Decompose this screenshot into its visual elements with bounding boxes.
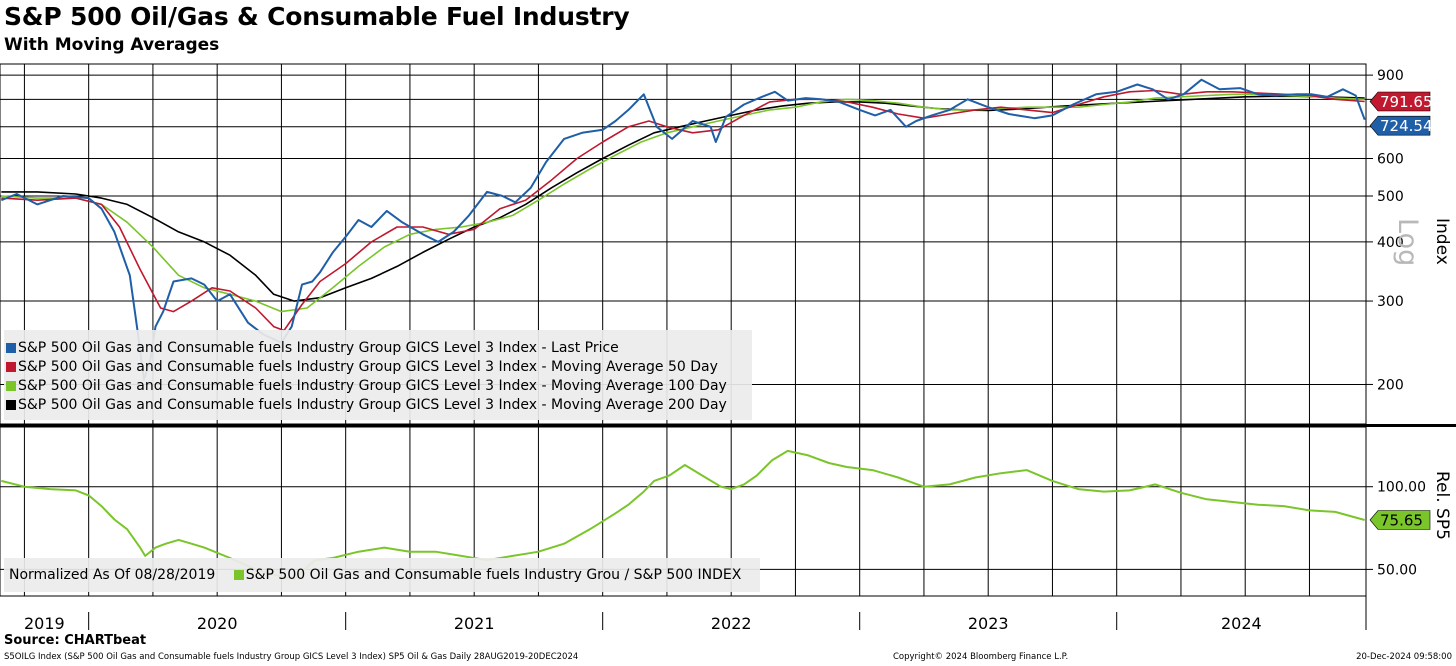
legend-label: S&P 500 Oil Gas and Consumable fuels Ind…	[18, 340, 619, 356]
value-tag-price: 724.54	[1369, 115, 1433, 136]
footer-copyright: Copyright© 2024 Bloomberg Finance L.P.	[893, 652, 1069, 662]
lower-legend: Normalized As Of 08/28/2019 S&P 500 Oil …	[4, 558, 760, 592]
x-tick-label: 2019	[24, 614, 65, 630]
series-line-ma100	[1, 93, 1365, 313]
legend-swatch	[6, 362, 16, 372]
legend-swatch	[6, 400, 16, 410]
legend-swatch	[6, 381, 16, 391]
legend-swatch	[233, 570, 244, 580]
footer-timestamp: 20-Dec-2024 09:58:00	[1356, 652, 1452, 662]
y-tick-label: 400	[1377, 235, 1404, 251]
y-tick-label: 50.00	[1377, 562, 1417, 578]
x-tick-label: 2020	[197, 614, 238, 630]
value-tag-rel-text: 75.65	[1380, 512, 1423, 530]
legend-item-ma200: S&P 500 Oil Gas and Consumable fuels Ind…	[6, 396, 727, 415]
upper-panel-lines	[0, 78, 1366, 381]
series-line-rel	[1, 449, 1365, 581]
normalized-note: Normalized As Of 08/28/2019	[9, 567, 216, 583]
y-tick-label: 300	[1377, 294, 1404, 310]
series-line-price	[0, 78, 1366, 381]
x-tick-label: 2021	[454, 614, 495, 630]
chart-subtitle: With Moving Averages	[4, 35, 220, 55]
y-tick-label: 200	[1377, 377, 1404, 393]
upper-legend: S&P 500 Oil Gas and Consumable fuels Ind…	[4, 330, 752, 420]
source-note: Source: CHARTbeat	[4, 633, 147, 648]
series-line-ma50	[1, 89, 1365, 332]
upper-y-axis-label: Index	[1432, 218, 1452, 265]
legend-label: S&P 500 Oil Gas and Consumable fuels Ind…	[18, 378, 727, 394]
footer-index-description: S5OILG Index (S&P 500 Oil Gas and Consum…	[4, 652, 579, 662]
y-tick-label: 600	[1377, 152, 1404, 168]
legend-swatch	[6, 343, 16, 353]
y-tick-label: 500	[1377, 189, 1404, 205]
chart-title: S&P 500 Oil/Gas & Consumable Fuel Indust…	[4, 2, 630, 31]
legend-item-last-price: S&P 500 Oil Gas and Consumable fuels Ind…	[6, 339, 619, 358]
value-tag-rel-shape	[1369, 510, 1431, 530]
lower-y-axis-label: Rel. SP5	[1432, 471, 1452, 540]
value-tag-price-shape	[1369, 115, 1431, 136]
last-value-tags: 791.65 724.54 75.65	[1369, 91, 1433, 530]
x-tick-label: 2023	[968, 614, 1009, 630]
value-tag-ma50-shape	[1369, 91, 1431, 112]
legend-item-ma50: S&P 500 Oil Gas and Consumable fuels Ind…	[6, 358, 718, 377]
axis-labels: 20030040050060070080090050.00100.00Index…	[24, 68, 1452, 630]
lower-panel-lines	[1, 449, 1365, 581]
value-tag-ma50-text: 791.65	[1380, 93, 1433, 111]
x-tick-label: 2024	[1221, 614, 1262, 630]
legend-label: S&P 500 Oil Gas and Consumable fuels Ind…	[245, 567, 742, 583]
chart-canvas: 20030040050060070080090050.00100.00Index…	[0, 63, 1456, 630]
y-tick-label: 100.00	[1377, 480, 1426, 496]
value-tag-rel: 75.65	[1369, 510, 1431, 530]
value-tag-ma50: 791.65	[1369, 91, 1433, 112]
legend-label: S&P 500 Oil Gas and Consumable fuels Ind…	[18, 397, 727, 413]
y-tick-label: 900	[1377, 68, 1404, 84]
value-tag-price-text: 724.54	[1380, 117, 1433, 135]
legend-label: S&P 500 Oil Gas and Consumable fuels Ind…	[18, 359, 718, 375]
x-tick-label: 2022	[711, 614, 752, 630]
legend-item-ma100: S&P 500 Oil Gas and Consumable fuels Ind…	[6, 377, 727, 396]
log-scale-label: Log	[1392, 218, 1423, 266]
